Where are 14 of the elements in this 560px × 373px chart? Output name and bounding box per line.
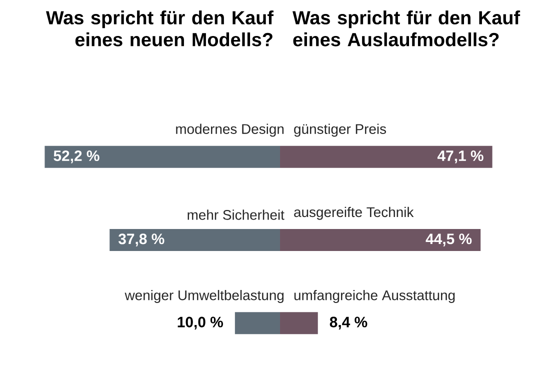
data-label: 47,1 % <box>437 150 484 164</box>
data-label: 10,0 % <box>178 316 223 330</box>
chart-title: Was spricht für den Kauf eines Auslaufmodells? <box>292 10 520 46</box>
category-label: günstiger Preis <box>294 124 386 137</box>
category-label: ausgereifte Technik <box>294 206 414 220</box>
chart-title: Was spricht für den Kauf eines neuen Modells? <box>46 10 274 46</box>
category-label: weniger Umweltbelastung <box>124 290 284 303</box>
category-label: mehr Sicherheit <box>188 210 284 220</box>
data-label: 37,8 % <box>118 234 164 246</box>
category-label: modernes Design <box>176 124 284 137</box>
category-label: umfangreiche Ausstattung <box>294 290 455 303</box>
data-label: 8,4 % <box>330 316 368 330</box>
data-label: 52,2 % <box>54 150 100 164</box>
data-label: 44,5 % <box>426 234 472 246</box>
